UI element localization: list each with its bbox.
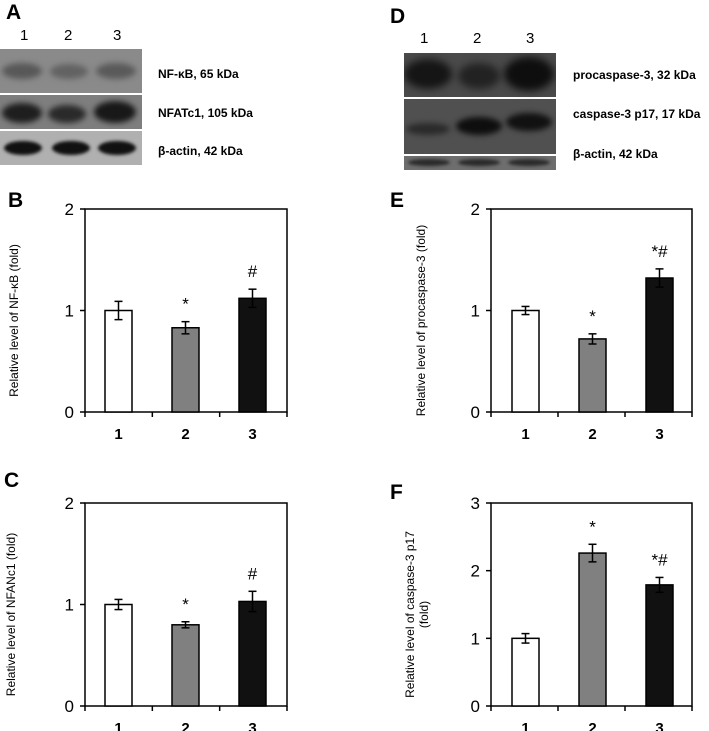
blot-label: β-actin, 42 kDa [158,144,243,158]
blot-strip-nfatc1 [0,95,142,129]
y-axis-label: Relative level of procaspase-3 (fold) [414,225,428,416]
blot-strip-caspase-p17 [404,99,556,154]
blot-strip-actin-d [404,156,556,170]
significance-marker: # [248,262,258,281]
x-tick-label: 1 [521,426,529,443]
y-tick-label: 0 [471,403,480,422]
blot-label: caspase-3 p17, 17 kDa [573,107,701,121]
error-bar [114,598,123,611]
error-bar [181,621,190,629]
significance-marker: *# [651,550,668,569]
y-axis-label: Relative level of caspase-3 p17(fold) [403,531,431,698]
bar [511,637,540,707]
bar [645,584,674,707]
bar-chart-procaspase3: 0 1 2 1 * 2 *# 3 Relative level of procaspase-3 … [414,200,693,443]
x-tick-label: 2 [181,720,189,731]
x-tick-label: 3 [655,720,663,731]
y-tick-label: 0 [65,697,74,716]
lane-number: 2 [64,27,73,44]
lane-number: 3 [113,27,122,44]
bar [104,309,133,413]
error-bar [655,268,664,288]
x-tick-label: 2 [181,426,189,443]
y-tick-label: 1 [65,302,74,321]
y-axis-label: Relative level of NF-κB (fold) [7,244,21,397]
bar [171,327,200,413]
bar [645,277,674,413]
significance-marker: * [182,295,189,314]
y-tick-label: 2 [65,494,74,513]
lane-number: 1 [20,27,29,44]
blot-strip-nfkb [0,49,142,93]
error-bar [588,333,597,345]
error-bar [521,305,530,316]
panel-letter-f: F [390,481,403,504]
significance-marker: * [589,517,596,536]
y-tick-label: 2 [471,562,480,581]
y-axis-label: Relative level of NFANc1 (fold) [4,533,18,696]
error-bar [181,320,190,335]
significance-marker: * [182,595,189,614]
bar [238,600,267,707]
x-tick-label: 2 [588,720,596,731]
significance-marker: *# [651,242,668,261]
lane-number: 3 [526,30,535,47]
x-tick-label: 1 [521,720,529,731]
bar-chart-nfatc1: 0 1 2 1 * 2 #3 Relative level of NFANc1 (fold) [4,494,288,731]
bar [511,309,540,413]
bar-chart-caspase3-p17: 0 1 2 3 1 * 2 *# 3 Relative level of caspase-3 p1… [403,494,693,731]
blot-strip-actin-a [0,131,142,165]
y-tick-label: 2 [471,200,480,219]
panel-letter-c: C [4,469,20,492]
bar [104,603,133,707]
error-bar [248,288,257,309]
panel-letter-d: D [390,5,406,28]
blot-label: NFATc1, 105 kDa [158,106,253,120]
x-tick-label: 1 [114,426,122,443]
error-bar [521,632,530,644]
x-tick-label: 1 [114,720,122,731]
y-tick-label: 1 [471,629,480,648]
error-bar [655,576,664,594]
bar [578,338,607,413]
blot-label: procaspase-3, 32 kDa [573,68,696,82]
significance-marker: * [589,307,596,326]
error-bar [114,300,123,321]
blot-label: β-actin, 42 kDa [573,147,658,161]
blot-label: NF-κB, 65 kDa [158,67,239,81]
y-tick-label: 1 [65,596,74,615]
bar [238,297,267,413]
x-tick-label: 3 [655,426,663,443]
western-blot-a [0,49,142,166]
bar-chart-nfkb: 0 1 2 1 * 2 #3 Relative level of NF-κB (fold) [7,200,288,443]
y-tick-label: 0 [471,697,480,716]
y-tick-label: 1 [471,302,480,321]
error-bar [248,590,257,613]
lane-number: 1 [420,30,429,47]
lane-number: 2 [473,30,482,47]
x-tick-label: 3 [248,426,256,443]
y-tick-label: 2 [65,200,74,219]
bar [171,624,200,707]
western-blot-d [404,53,556,170]
x-tick-label: 2 [588,426,596,443]
y-tick-label: 0 [65,403,74,422]
panel-letter-e: E [390,189,405,212]
bar [578,552,607,707]
y-tick-label: 3 [471,494,480,513]
x-tick-label: 3 [248,720,256,731]
panel-letter-b: B [8,189,24,212]
blot-strip-procaspase [404,53,556,97]
significance-marker: # [248,564,258,583]
error-bar [588,543,597,563]
panel-letter-a: A [6,1,22,24]
